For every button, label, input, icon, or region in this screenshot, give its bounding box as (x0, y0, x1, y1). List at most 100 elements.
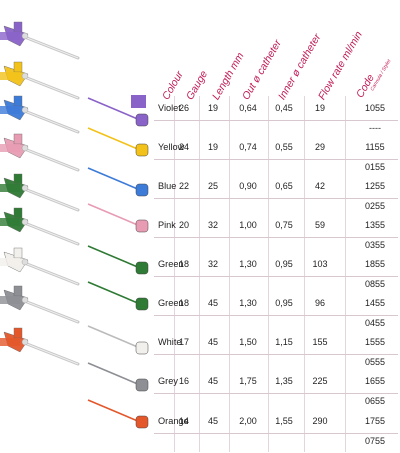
cell-code-cannula: 1055 (364, 103, 386, 113)
row-divider (154, 120, 398, 121)
cell-length: 25 (207, 181, 219, 191)
cannula-hub (0, 144, 20, 152)
cell-length: 32 (207, 259, 219, 269)
cell-length: 45 (207, 416, 219, 426)
cannula-hub (0, 338, 20, 346)
hub-ring (21, 338, 29, 346)
catheter-tube-highlight (21, 221, 79, 245)
cell-gauge: 18 (178, 259, 190, 269)
cell-gauge: 24 (178, 142, 190, 152)
stylet-cap (135, 341, 149, 355)
cell-length: 45 (207, 376, 219, 386)
hub-ring (21, 32, 29, 40)
stylet-wire (87, 167, 141, 191)
row-divider (154, 433, 398, 434)
cell-outer: 1,30 (239, 298, 257, 308)
cell-code-stylet: 0355 (364, 240, 386, 250)
stylet-cap (135, 219, 149, 233)
row-colour-label: Blue (158, 181, 177, 191)
column-divider (268, 96, 269, 452)
column-divider (229, 96, 230, 452)
cell-gauge: 14 (178, 416, 190, 426)
cell-code-cannula: 1855 (364, 259, 386, 269)
cell-code-cannula: 1455 (364, 298, 386, 308)
cannula-hub (0, 184, 20, 192)
cell-gauge: 26 (178, 103, 190, 113)
stylet-cap (135, 143, 149, 157)
stylet-cap (135, 378, 149, 392)
cell-length: 19 (207, 142, 219, 152)
injection-port (13, 61, 23, 73)
cell-length: 19 (207, 103, 219, 113)
hub-ring (21, 72, 29, 80)
stylet-wire (87, 362, 141, 386)
row-colour-label: Green (158, 298, 184, 308)
hub-ring (21, 258, 29, 266)
cell-code-cannula: 1655 (364, 376, 386, 386)
row-colour-label: Pink (158, 220, 176, 230)
cell-flow: 96 (314, 298, 326, 308)
cell-flow: 103 (312, 259, 328, 269)
hub-ring (21, 144, 29, 152)
hub-ring (21, 106, 29, 114)
column-divider (345, 96, 346, 452)
stylet-wire (87, 203, 141, 227)
row-divider (154, 198, 398, 199)
cell-code-stylet: 0255 (364, 201, 386, 211)
cell-code-cannula: 1755 (364, 416, 386, 426)
violet-swatch (131, 95, 146, 108)
cell-outer: 2,00 (239, 416, 257, 426)
cell-inner: 1,15 (275, 337, 293, 347)
row-divider (154, 159, 398, 160)
cell-outer: 1,30 (239, 259, 257, 269)
hub-ring (21, 184, 29, 192)
cell-gauge: 16 (178, 376, 190, 386)
cell-flow: 29 (314, 142, 326, 152)
injection-port (13, 173, 23, 185)
hub-ring (21, 218, 29, 226)
stylet-cap (135, 261, 149, 275)
cell-length: 45 (207, 337, 219, 347)
cannula-hub (0, 296, 20, 304)
cell-code-stylet: ---- (369, 123, 381, 133)
cell-inner: 0,95 (275, 259, 293, 269)
cell-flow: 290 (312, 416, 328, 426)
cell-inner: 0,65 (275, 181, 293, 191)
catheter-tube-highlight (21, 341, 79, 365)
cell-code-cannula: 1355 (364, 220, 386, 230)
cell-outer: 1,75 (239, 376, 257, 386)
cell-flow: 59 (314, 220, 326, 230)
cell-outer: 1,50 (239, 337, 257, 347)
cell-code-stylet: 0155 (364, 162, 386, 172)
cell-inner: 0,95 (275, 298, 293, 308)
cell-length: 32 (207, 220, 219, 230)
injection-port (13, 133, 23, 145)
stylet-cap (135, 183, 149, 197)
cell-flow: 42 (314, 181, 326, 191)
cell-code-stylet: 0855 (364, 279, 386, 289)
cell-inner: 1,35 (275, 376, 293, 386)
cell-flow: 19 (314, 103, 326, 113)
cannula-hub (0, 218, 20, 226)
injection-port (13, 285, 23, 297)
stylet-cap (135, 297, 149, 311)
stylet-wire (87, 127, 141, 151)
stylet-wire (87, 281, 141, 305)
catheter-tube-highlight (21, 187, 79, 211)
row-colour-label: Grey (158, 376, 178, 386)
cell-gauge: 22 (178, 181, 190, 191)
cell-gauge: 17 (178, 337, 190, 347)
cell-code-cannula: 1555 (364, 337, 386, 347)
cell-gauge: 20 (178, 220, 190, 230)
cell-code-cannula: 1255 (364, 181, 386, 191)
column-divider (174, 96, 175, 452)
row-divider (154, 354, 398, 355)
cell-length: 45 (207, 298, 219, 308)
cannula-hub (0, 32, 20, 40)
hub-ring (21, 296, 29, 304)
stylet-cap (135, 415, 149, 429)
stylet-wire (87, 97, 141, 121)
stylet-cap (135, 113, 149, 127)
